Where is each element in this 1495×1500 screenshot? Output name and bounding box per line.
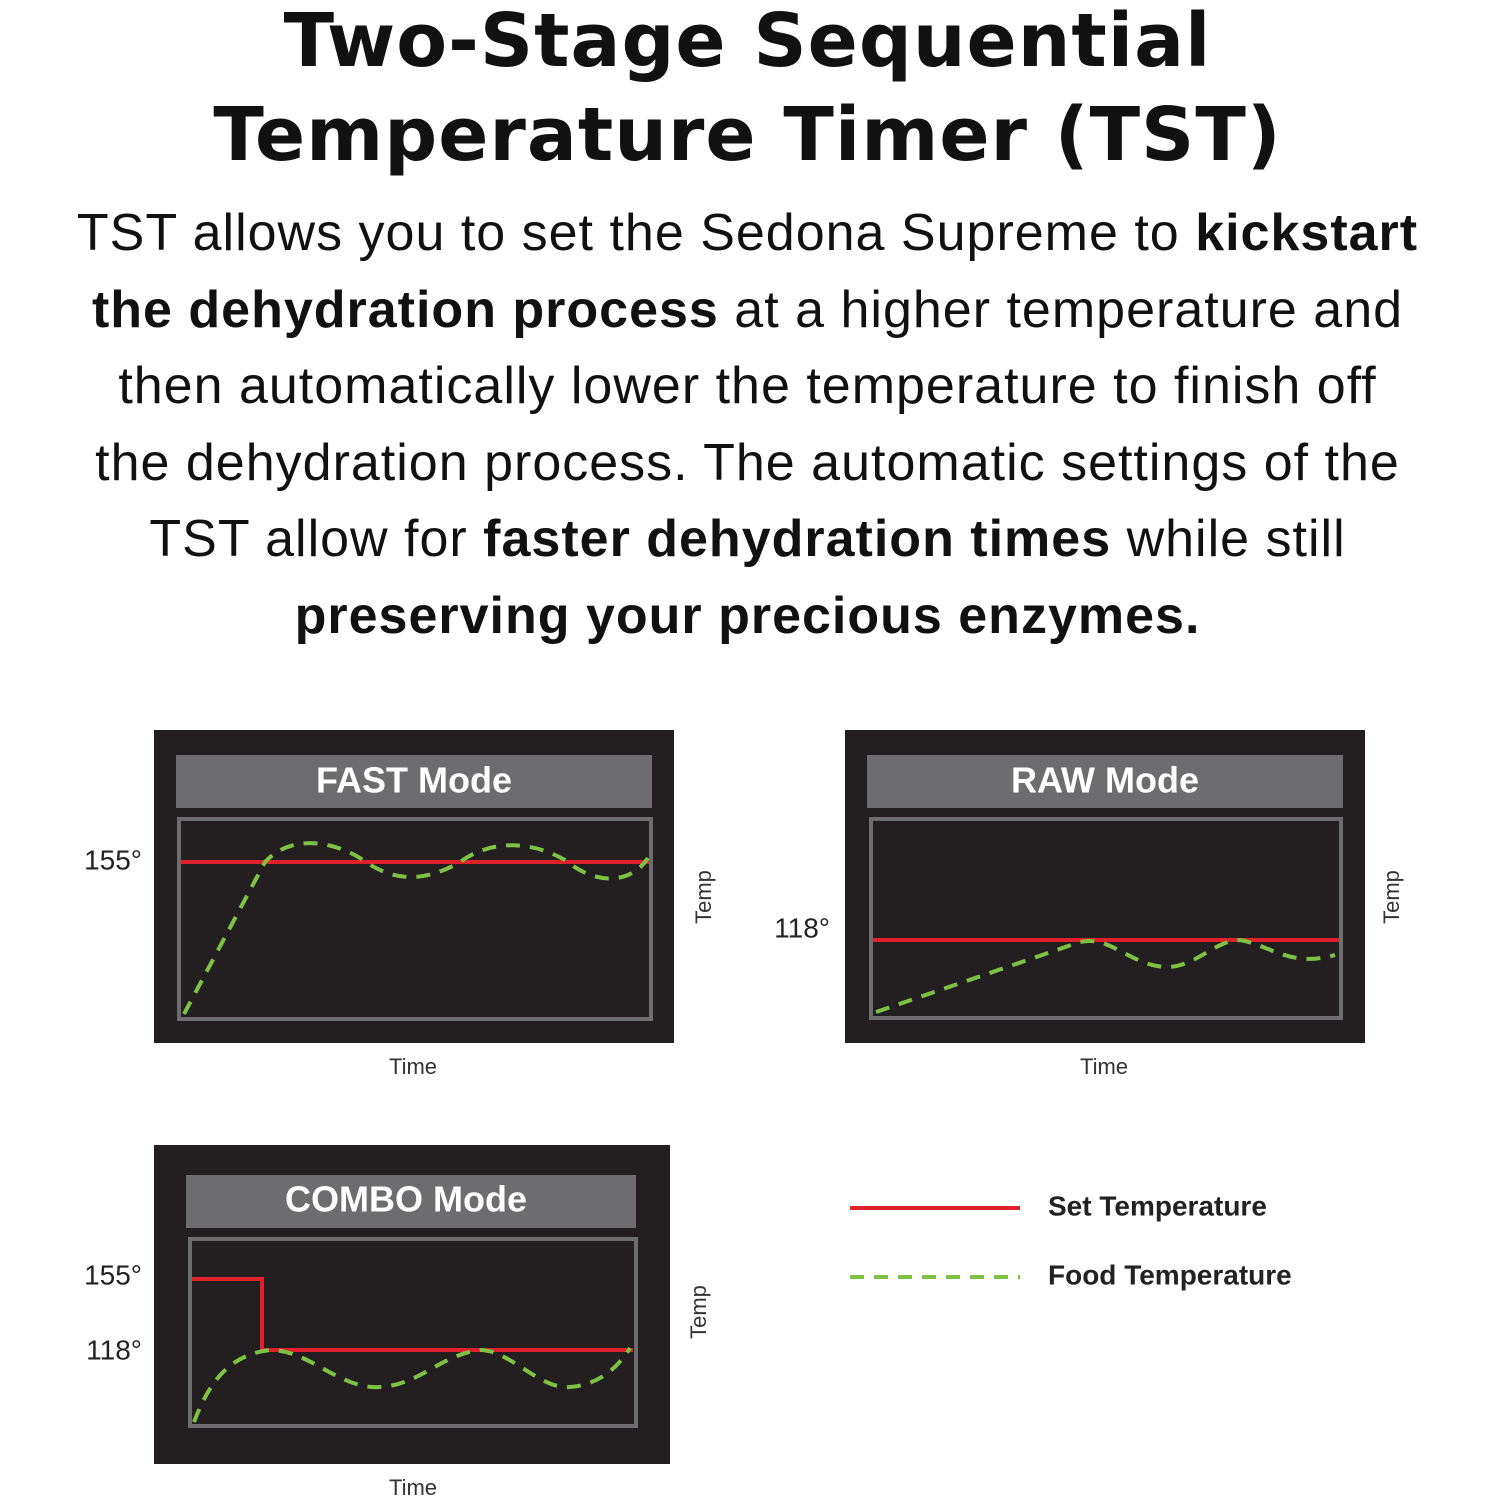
raw-panel: RAW Mode 118° Time Temp [774,730,1404,1079]
bold-text: preserving your precious enzymes. [294,586,1201,645]
intro-line: TST allows you to set the Sedona Supreme… [0,195,1495,272]
panel-header [867,755,1343,808]
legend-label: Set Temperature [1048,1190,1267,1221]
text: at a higher temperature and [718,280,1404,339]
food-temp-line [192,1346,632,1423]
intro-line: the dehydration process. The automatic s… [0,425,1495,502]
temp-label: 155° [84,844,142,875]
panel-title: FAST Mode [316,760,512,801]
intro-line: preserving your precious enzymes. [0,578,1495,655]
text: TST allow for [149,510,484,568]
bold-text: faster dehydration times [483,510,1112,568]
x-label: Time [1080,1054,1128,1079]
combo-panel: COMBO Mode 155° 118° Time Temp [84,1145,711,1500]
panel-header [186,1175,636,1228]
temp-label: 118° [774,912,830,943]
legend: Set Temperature Food Temperature [850,1190,1292,1290]
intro-line: then automatically lower the temperature… [0,348,1495,425]
bold-text: the dehydration process [91,280,719,339]
title-line: Temperature Timer (TST) [213,92,1282,178]
temp-label: 118° [86,1334,142,1365]
panel-title: COMBO Mode [285,1179,527,1220]
plot-frame [869,817,1343,1020]
food-temp-line [875,937,1336,1014]
intro: TST allows you to set the Sedona Supreme… [0,195,1495,654]
x-label: Time [389,1475,437,1500]
text: the dehydration process. The automatic s… [95,433,1400,492]
bold-text: kickstart [1195,204,1419,262]
plot-frame [188,1237,638,1428]
intro-line: TST allow for faster dehydration times w… [0,501,1495,578]
set-temp-line [192,1277,633,1352]
panel-header [176,755,652,808]
plot-frame [177,817,653,1021]
fast-panel: FAST Mode 155° Time Temp [84,730,716,1079]
y-label: Temp [686,1285,711,1339]
text: while still [1111,510,1346,568]
intro-line: the dehydration process at a higher temp… [0,272,1495,349]
temp-label: 155° [84,1259,142,1290]
x-label: Time [389,1054,437,1079]
legend-label: Food Temperature [1048,1259,1292,1290]
title-line: Two-Stage Sequential [283,0,1212,84]
title: Two-Stage Sequential Temperature Timer (… [0,0,1495,182]
panel-title: RAW Mode [1011,760,1199,801]
y-label: Temp [1379,870,1404,924]
text: then automatically lower the temperature… [118,357,1377,415]
y-label: Temp [691,870,716,924]
text: TST allows you to set the Sedona Supreme… [76,204,1196,262]
